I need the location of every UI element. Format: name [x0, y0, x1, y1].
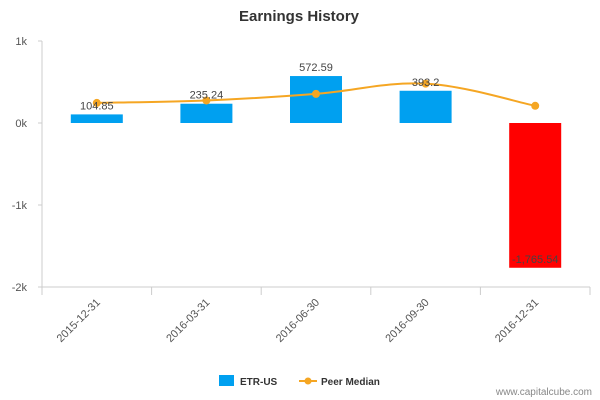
bar-2016-09-30 [399, 90, 452, 123]
x-tick-label: 2016-06-30 [274, 297, 322, 345]
bar-value-label: -1,765.54 [512, 254, 558, 266]
x-tick-label: 2016-09-30 [383, 297, 431, 345]
peer-median-point [421, 79, 430, 88]
line-series [92, 79, 540, 110]
legend-swatch-peer-median-dot [304, 377, 312, 385]
x-axis: 2015-12-31 2016-03-31 2016-06-30 2016-09-30… [41, 286, 591, 345]
y-tick-label: -1k [12, 200, 28, 212]
x-tick-label: 2015-12-31 [55, 297, 103, 345]
bar-value-label: 572.59 [299, 62, 333, 74]
bar-2016-03-31 [180, 103, 233, 123]
y-tick-label: -2k [12, 282, 28, 294]
bar-value-label: 235.24 [190, 90, 224, 102]
x-tick-label: 2016-03-31 [164, 297, 212, 345]
bar-2016-06-30 [290, 76, 342, 123]
x-tick-label: 2016-12-31 [493, 297, 541, 345]
data-labels: 104.85 235.24 572.59 393.2 -1,765.54 [80, 62, 558, 266]
legend-label-peer-median: Peer Median [321, 377, 380, 388]
y-axis: 1k 0k -1k -2k [12, 36, 43, 294]
y-tick-label: 0k [15, 118, 27, 130]
bar-2016-12-31 [509, 123, 562, 268]
legend-swatch-etr-us [219, 375, 234, 386]
chart-title: Earnings History [239, 8, 360, 25]
y-tick-label: 1k [15, 36, 27, 48]
bar-series [70, 76, 562, 268]
legend-label-etr-us: ETR-US [240, 377, 278, 388]
bar-2015-12-31 [70, 114, 123, 123]
peer-median-point [92, 98, 101, 107]
peer-median-point [202, 96, 211, 105]
peer-median-point [312, 89, 320, 98]
bar-value-label: 104.85 [80, 100, 114, 112]
watermark: www.capitalcube.com [495, 387, 592, 398]
legend: ETR-US Peer Median [219, 375, 380, 388]
peer-median-point [531, 101, 540, 110]
bar-value-label: 393.2 [412, 77, 440, 89]
